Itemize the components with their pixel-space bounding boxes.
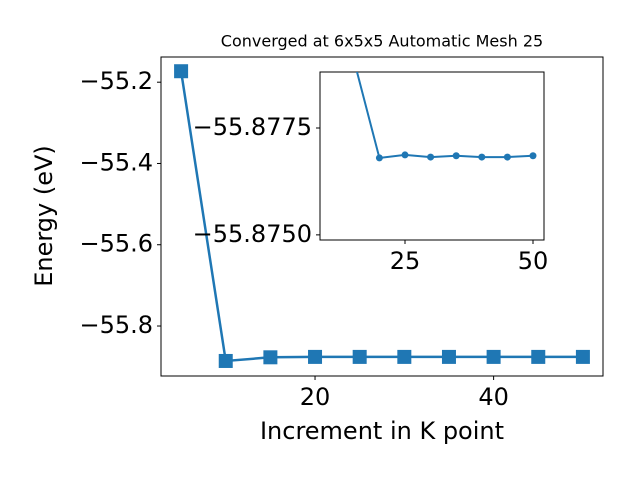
y-tick-label: −55.8 bbox=[79, 311, 153, 339]
marker bbox=[529, 152, 537, 160]
marker bbox=[174, 64, 189, 79]
series bbox=[355, 72, 537, 162]
y-tick-label: −55.8775 bbox=[193, 113, 312, 141]
marker bbox=[375, 154, 383, 162]
x-tick-label: 20 bbox=[300, 383, 331, 411]
marker bbox=[478, 153, 486, 161]
chart-title: Converged at 6x5x5 Automatic Mesh 25 bbox=[221, 32, 543, 51]
x-tick-label: 40 bbox=[478, 383, 509, 411]
y-tick-label: −55.6 bbox=[79, 230, 153, 258]
y-tick-label: −55.2 bbox=[79, 67, 153, 95]
marker bbox=[401, 151, 409, 159]
marker bbox=[218, 353, 233, 368]
marker bbox=[427, 153, 435, 161]
x-tick-label: 50 bbox=[518, 247, 549, 275]
marker bbox=[263, 350, 278, 365]
marker bbox=[503, 153, 511, 161]
marker bbox=[575, 349, 590, 364]
marker bbox=[352, 349, 367, 364]
line bbox=[355, 72, 534, 160]
marker bbox=[486, 349, 501, 364]
x-tick-label: 25 bbox=[390, 247, 421, 275]
series bbox=[174, 64, 590, 368]
line bbox=[179, 71, 583, 363]
marker bbox=[441, 349, 456, 364]
x-axis-label: Increment in K point bbox=[260, 417, 504, 445]
y-axis-label: Energy (eV) bbox=[30, 145, 58, 287]
marker bbox=[308, 349, 323, 364]
marker bbox=[531, 349, 546, 364]
marker bbox=[397, 349, 412, 364]
y-tick-label: −55.4 bbox=[79, 148, 153, 176]
y-tick-label: −55.8750 bbox=[193, 220, 312, 248]
marker bbox=[452, 152, 460, 160]
